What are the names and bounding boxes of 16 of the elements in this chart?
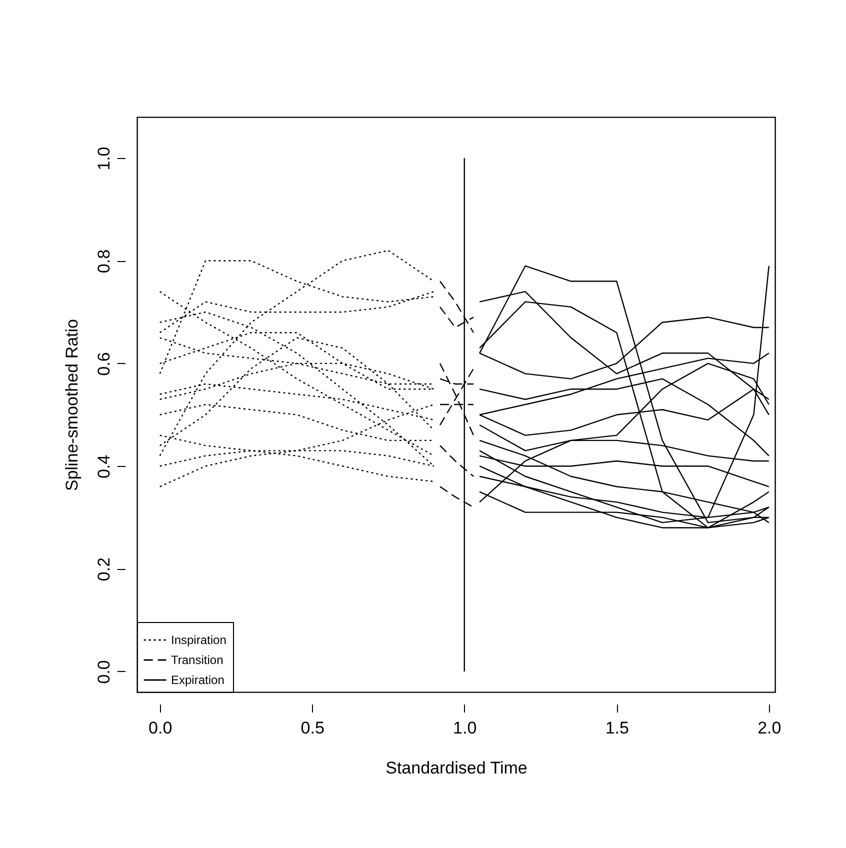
x-tick-label: 1.0 — [453, 718, 477, 738]
y-axis-title: Spline-smoothed Ratio — [62, 319, 82, 491]
x-tick-label: 0.5 — [300, 718, 324, 738]
x-tick-label: 0.0 — [148, 718, 172, 738]
x-axis-title: Standardised Time — [386, 758, 528, 778]
y-tick-label: 0.0 — [94, 660, 114, 684]
x-tick-label: 1.5 — [605, 718, 629, 738]
y-tick-label: 0.2 — [94, 557, 114, 582]
y-tick-label: 0.8 — [94, 249, 114, 274]
legend-label: Inspiration — [171, 633, 226, 647]
y-tick-label: 0.4 — [94, 454, 114, 478]
y-tick-label: 0.6 — [94, 352, 114, 376]
y-tick-label: 1.0 — [94, 146, 114, 170]
legend-label: Expiration — [171, 673, 224, 687]
x-tick-label: 2.0 — [758, 718, 782, 738]
legend-label: Transition — [171, 653, 224, 667]
